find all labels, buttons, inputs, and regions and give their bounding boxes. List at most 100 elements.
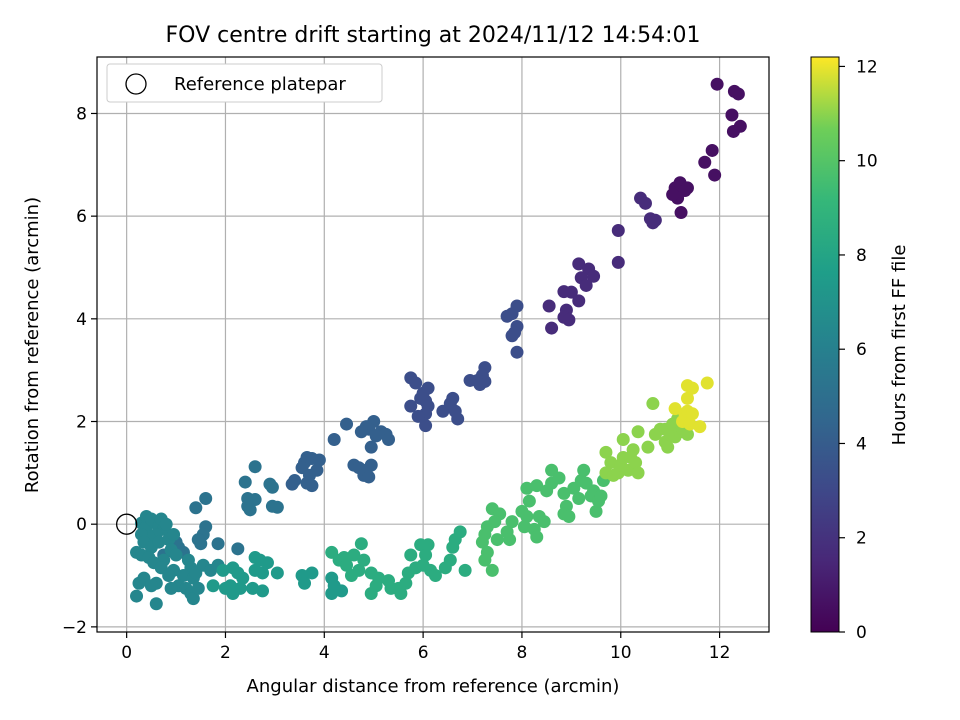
data-point	[572, 492, 586, 506]
data-point	[404, 548, 418, 562]
data-point	[233, 581, 247, 595]
data-point	[404, 399, 418, 413]
y-tick-label: 0	[76, 515, 87, 535]
data-point	[270, 500, 284, 514]
data-point	[700, 376, 714, 390]
data-point	[611, 224, 625, 238]
data-point	[626, 443, 640, 457]
data-point	[611, 255, 625, 269]
data-point	[149, 597, 163, 611]
data-point	[577, 463, 591, 477]
data-point	[270, 566, 284, 580]
data-point	[572, 294, 586, 308]
data-point	[731, 87, 745, 101]
data-point	[594, 489, 608, 503]
data-point	[298, 576, 312, 590]
data-point	[680, 427, 694, 441]
data-point	[176, 569, 190, 583]
data-point	[238, 475, 252, 489]
data-point	[726, 124, 740, 138]
data-point	[347, 548, 361, 562]
data-point	[530, 530, 544, 544]
data-point	[451, 412, 465, 426]
data-point	[186, 592, 200, 606]
data-point	[646, 397, 660, 411]
data-point	[144, 579, 158, 593]
data-point	[520, 481, 534, 495]
data-point	[340, 558, 354, 572]
data-point	[394, 586, 408, 600]
x-axis-ticks: 0 2 4 6 8 10 12	[121, 632, 730, 663]
data-point	[236, 571, 250, 585]
data-point	[256, 566, 270, 580]
data-point	[503, 533, 517, 547]
data-point	[211, 537, 225, 551]
data-point	[710, 77, 724, 91]
colorbar	[810, 56, 840, 633]
data-point	[159, 517, 173, 531]
x-tick-label: 8	[517, 643, 528, 663]
data-point	[231, 542, 245, 556]
data-point	[631, 466, 645, 480]
data-point	[674, 206, 688, 220]
reference-platepar-marker	[115, 513, 138, 535]
data-point	[162, 569, 176, 583]
data-point	[382, 432, 396, 446]
data-point	[152, 535, 166, 549]
data-point	[698, 155, 712, 169]
data-point	[194, 537, 208, 551]
data-point	[505, 329, 519, 343]
y-tick-label: 6	[76, 207, 87, 227]
data-point	[631, 425, 645, 439]
data-point	[542, 299, 556, 313]
data-point	[685, 381, 699, 395]
data-point	[646, 216, 660, 230]
data-point	[517, 520, 531, 534]
data-point	[522, 494, 536, 508]
data-point	[680, 181, 694, 195]
data-point	[557, 486, 571, 500]
gridlines	[97, 57, 769, 632]
data-point	[327, 432, 341, 446]
data-point	[629, 456, 643, 470]
x-tick-label: 0	[121, 643, 132, 663]
data-point	[473, 378, 487, 392]
chart-title: FOV centre drift starting at 2024/11/12 …	[166, 23, 701, 48]
data-point	[164, 581, 178, 595]
colorbar-tick-label: 4	[856, 434, 867, 454]
data-point	[599, 445, 613, 459]
colorbar-label: Hours from first FF file	[889, 245, 910, 446]
data-point	[428, 569, 442, 583]
data-point	[545, 321, 559, 335]
data-point	[680, 391, 694, 405]
data-point	[708, 168, 722, 182]
data-point	[641, 440, 655, 454]
data-point	[683, 417, 697, 431]
data-point	[411, 409, 425, 423]
data-point	[604, 456, 618, 470]
colorbar-tick-label: 0	[856, 623, 867, 643]
colorbar-tick-label: 10	[856, 152, 878, 172]
data-points	[130, 77, 747, 611]
y-tick-label: 2	[76, 413, 87, 433]
data-point	[409, 376, 423, 390]
data-point	[364, 440, 378, 454]
legend-box	[106, 63, 383, 103]
data-point	[243, 503, 257, 517]
legend-label: Reference platepar	[174, 74, 346, 95]
data-point	[693, 420, 707, 434]
data-point	[530, 479, 544, 493]
legend: Reference platepar	[106, 63, 383, 103]
data-point	[364, 586, 378, 600]
data-point	[666, 188, 680, 202]
data-point	[369, 429, 383, 443]
data-point	[587, 269, 601, 283]
data-point	[490, 533, 504, 547]
data-point	[399, 576, 413, 590]
data-point	[191, 581, 205, 595]
data-point	[685, 407, 699, 421]
data-point	[167, 527, 181, 541]
data-point	[458, 563, 472, 577]
data-point	[305, 566, 319, 580]
data-point	[419, 419, 433, 433]
